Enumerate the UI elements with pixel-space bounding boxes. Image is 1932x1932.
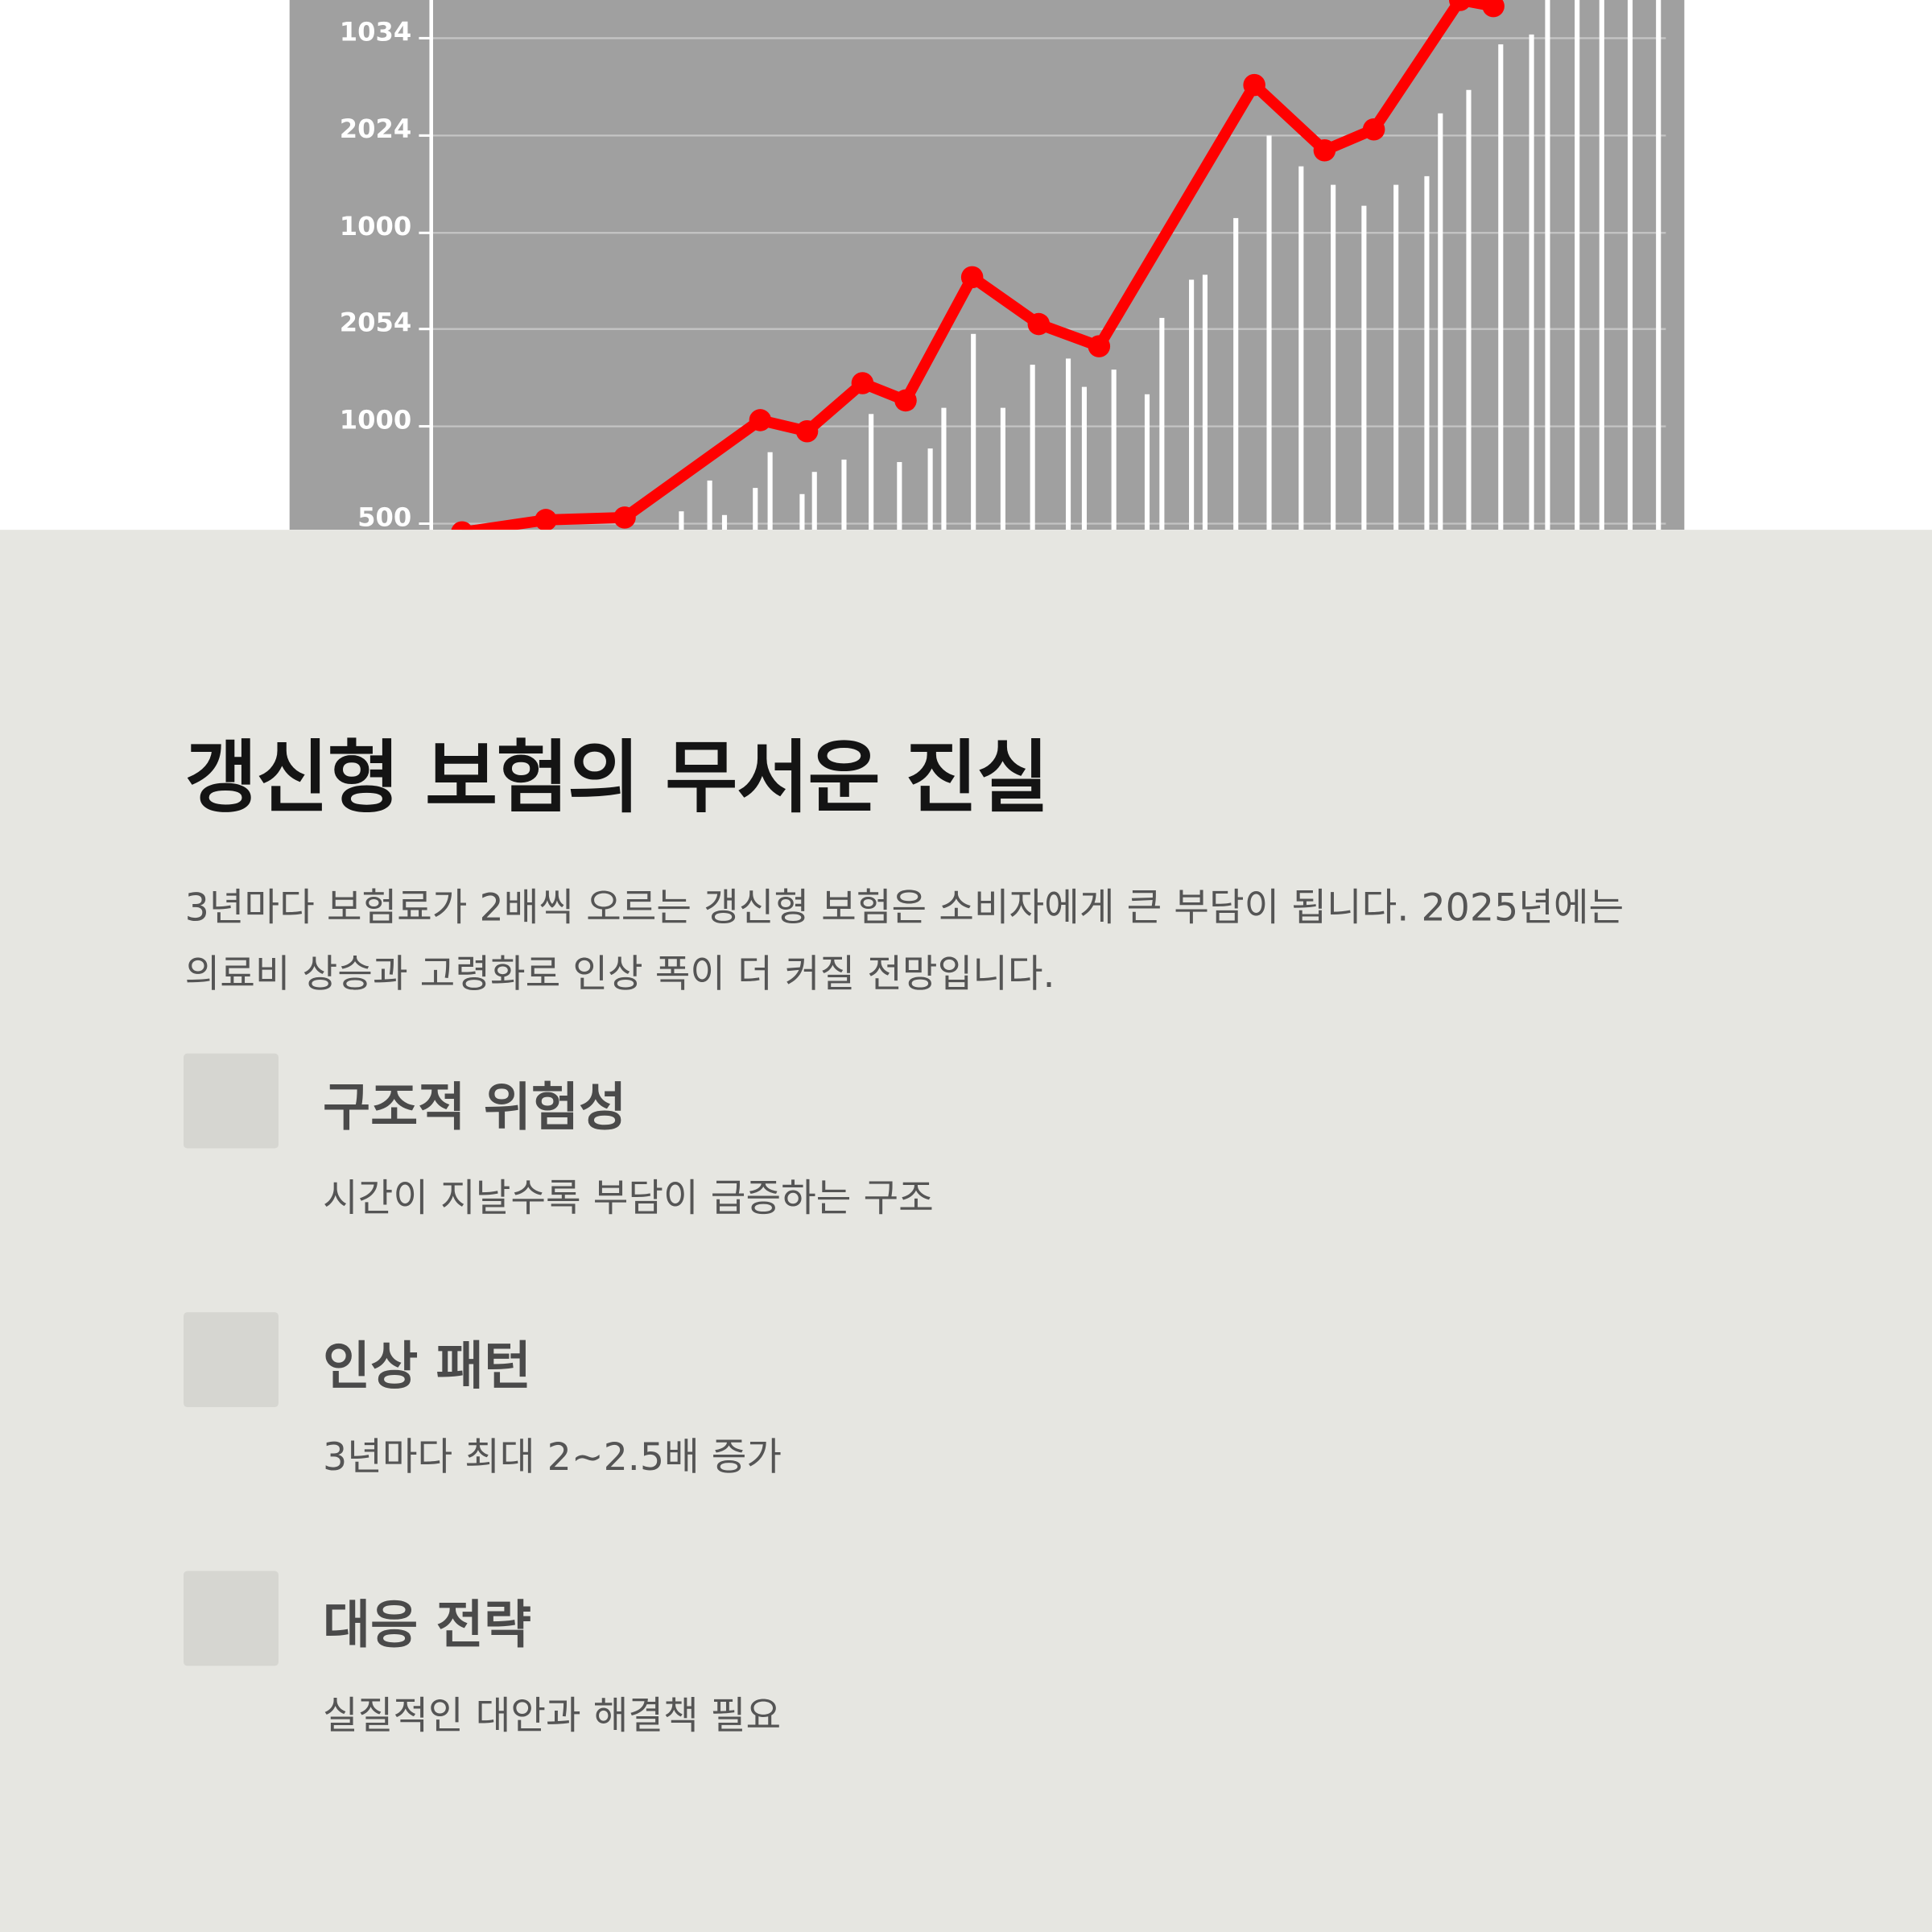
image-bar	[897, 461, 902, 530]
image-bar	[1529, 34, 1534, 530]
icon	[184, 1053, 279, 1149]
image-bar	[1627, 0, 1633, 530]
tick-label: 1034	[340, 16, 411, 47]
intro-line: 의료비 상승과 고령화로 인상 폭이 더 커질 전망입니다.	[184, 952, 1055, 997]
image-bar	[1065, 358, 1071, 530]
image-bar	[1144, 394, 1150, 530]
image-bar	[1466, 89, 1472, 530]
feature-item: 인상 패턴 3년마다 최대 2~2.5배 증가	[184, 1312, 1662, 1497]
trend-point	[451, 521, 473, 530]
image-bar	[1111, 369, 1117, 530]
trend-point	[1449, 0, 1472, 11]
trend-point	[1027, 312, 1051, 336]
image-bar	[1656, 0, 1662, 530]
trend-point	[795, 419, 819, 443]
item-heading: 대응 전략	[323, 1594, 531, 1655]
image-bar	[1000, 407, 1005, 530]
image-bar	[1361, 205, 1367, 530]
tick-label: 1000	[340, 404, 411, 435]
trend-point	[1362, 118, 1385, 141]
item-text: 3년마다 최대 2~2.5배 증가	[323, 1435, 782, 1480]
trend-point	[613, 506, 636, 529]
icon	[184, 1571, 279, 1666]
hero-image: 1034 2024 1000 2054 1000 500	[289, 0, 1685, 530]
image-bar	[707, 480, 712, 530]
image-bar	[1575, 0, 1580, 530]
image-bar	[1202, 275, 1208, 530]
image-bar	[1424, 175, 1430, 530]
image-bar	[721, 514, 728, 530]
image-background	[289, 0, 1685, 530]
image-bar	[1438, 113, 1443, 530]
image-bar	[941, 407, 947, 530]
tick-label: 2054	[340, 308, 411, 338]
trend-point	[894, 389, 917, 412]
intro-line: 3년마다 보험료가 2배씩 오르는 갱신형 보험은 소비자에게 큰 부담이 됩니…	[184, 886, 1624, 931]
intro: 3년마다 보험료가 2배씩 오르는 갱신형 보험은 소비자에게 큰 부담이 됩니…	[185, 875, 1624, 1008]
trend-point	[749, 409, 772, 431]
title: 갱신형 보험의 무서운 진실	[184, 733, 1050, 824]
image-bar	[927, 448, 933, 530]
trend-points	[451, 0, 1505, 530]
image-bar	[1030, 365, 1035, 530]
image-bar	[1189, 279, 1195, 530]
tick-label: 1000	[340, 211, 411, 242]
item-text: 시간이 지날수록 부담이 급증하는 구조	[323, 1176, 934, 1221]
image-bar	[1159, 317, 1165, 530]
trend-point	[1088, 335, 1111, 357]
image-bar	[1266, 135, 1272, 530]
image-bar	[1545, 0, 1550, 530]
trend-point	[1313, 138, 1336, 162]
tick-labels: 1034 2024 1000 2054 1000 500	[340, 16, 411, 530]
icon	[184, 1312, 279, 1407]
image-bar	[841, 459, 847, 530]
image-bar	[1498, 44, 1504, 530]
image-bar	[679, 511, 684, 530]
trend-point	[1482, 0, 1505, 18]
tick-label: 2024	[340, 114, 411, 144]
tick-label: 500	[357, 502, 411, 530]
bars	[679, 0, 1662, 530]
image-bar	[811, 472, 817, 530]
image-bar	[869, 414, 874, 530]
image-bar	[753, 488, 758, 530]
trend-point	[851, 372, 874, 394]
image-bar	[1599, 0, 1604, 530]
image-bar	[1393, 184, 1399, 530]
trend-point	[535, 509, 557, 530]
image-bar	[767, 452, 773, 530]
item-heading: 구조적 위험성	[323, 1076, 627, 1137]
image-bar	[1298, 166, 1304, 530]
item-heading: 인상 패턴	[323, 1335, 531, 1397]
image-bar	[1233, 217, 1239, 530]
image-bar	[799, 493, 805, 530]
trend-point	[1243, 73, 1265, 97]
image-bar	[1331, 184, 1336, 530]
image-bar	[971, 333, 976, 530]
content-panel: 갱신형 보험의 무서운 진실 3년마다 보험료가 2배씩 오르는 갱신형 보험은…	[0, 530, 1932, 1932]
image-bar	[1081, 386, 1087, 530]
item-text: 실질적인 대안과 해결책 필요	[323, 1694, 782, 1739]
trend-point	[960, 266, 984, 289]
